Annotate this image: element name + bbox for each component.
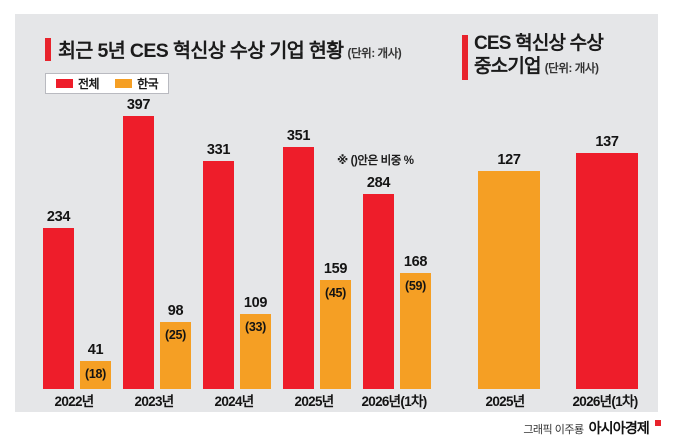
bar-fill bbox=[203, 161, 234, 389]
bar-2022년-전체: 234 bbox=[43, 209, 74, 389]
bar-2023년-한국: 98 (25) bbox=[160, 303, 191, 389]
bar-fill bbox=[160, 321, 191, 389]
category-label-2026년(1차): 2026년(1차) bbox=[361, 394, 427, 409]
legend-item-korea: 한국 bbox=[115, 75, 159, 92]
legend-label-korea: 한국 bbox=[137, 77, 159, 91]
legend-item-total: 전체 bbox=[56, 75, 100, 92]
graphic-credit: 그래픽 이주룡 bbox=[523, 424, 584, 436]
bar-share-label: (33) bbox=[244, 320, 267, 334]
bar-value-label: 284 bbox=[366, 174, 391, 191]
right-title-line1: CES 혁신상 수상 bbox=[474, 33, 604, 54]
bar-fill bbox=[43, 228, 74, 389]
legend-swatch-red-icon bbox=[56, 79, 73, 88]
bar-2022년-한국: 41 (18) bbox=[80, 342, 111, 389]
bar-fill bbox=[320, 279, 351, 389]
bar-share-label: (18) bbox=[84, 366, 107, 381]
bar-fill bbox=[576, 153, 638, 389]
bar-2024년-전체: 331 bbox=[203, 142, 234, 389]
bar-value-label: 98 bbox=[167, 302, 184, 319]
bar-value-label: 127 bbox=[497, 151, 521, 168]
bar-fill bbox=[363, 193, 394, 389]
bar-value-label: 234 bbox=[46, 209, 71, 225]
bar-share-label: (25) bbox=[164, 327, 187, 342]
left-chart-title: 최근 5년 CES 혁신상 수상 기업 현황 (단위: 개사) bbox=[58, 34, 402, 63]
bar-fill bbox=[283, 147, 314, 389]
bar-value-label: 168 bbox=[403, 254, 428, 271]
bar-2025년-전체: 351 bbox=[283, 128, 314, 389]
bar-2023년-전체: 397 bbox=[123, 97, 154, 389]
bar-fill bbox=[240, 314, 271, 389]
bar-value-label: 351 bbox=[286, 128, 311, 145]
category-label-2025년: 2025년 bbox=[294, 394, 335, 409]
bar-value-label: 109 bbox=[243, 295, 268, 311]
category-label-2024년: 2024년 bbox=[214, 394, 255, 409]
bar-2025년: 127 bbox=[478, 152, 540, 389]
brand-name: 아시아경제 bbox=[588, 420, 650, 436]
left-title-unit: (단위: 개사) bbox=[347, 48, 402, 60]
bar-value-label: 159 bbox=[323, 260, 348, 277]
bar-fill bbox=[478, 170, 540, 389]
right-chart-plot-area: 127 137 bbox=[455, 100, 655, 389]
bar-value-label: 397 bbox=[126, 96, 151, 113]
bar-value-label: 41 bbox=[87, 341, 104, 358]
category-label-2023년: 2023년 bbox=[134, 394, 175, 409]
bar-value-label: 137 bbox=[595, 134, 619, 151]
bar-share-label: (45) bbox=[324, 285, 347, 300]
right-title-accent-bar bbox=[462, 35, 468, 80]
chart-note: ※ ()안은 비중 % bbox=[337, 155, 414, 167]
left-chart-plot-area: 234 41 (18) 397 98 (25) 331 109 (33) 351 159 (45) 28… bbox=[34, 97, 434, 389]
right-chart-title: CES 혁신상 수상 중소기업 (단위: 개사) bbox=[474, 32, 654, 78]
bar-2026년(1차): 137 bbox=[576, 134, 638, 389]
left-title-text: 최근 5년 CES 혁신상 수상 기업 현황 bbox=[58, 40, 344, 62]
brand-mark-icon bbox=[655, 420, 661, 426]
bar-fill bbox=[80, 360, 111, 389]
bar-2025년-한국: 159 (45) bbox=[320, 261, 351, 389]
category-label-2025년: 2025년 bbox=[485, 394, 526, 409]
bar-2026년(1차)-한국: 168 (59) bbox=[400, 254, 431, 389]
right-title-unit: (단위: 개사) bbox=[544, 63, 599, 75]
right-chart-category-labels: 2025년 2026년(1차) bbox=[455, 390, 655, 410]
footer: 그래픽 이주룡 아시아경제 bbox=[523, 418, 661, 438]
category-label-2026년(1차): 2026년(1차) bbox=[572, 394, 638, 409]
category-label-2022년: 2022년 bbox=[54, 394, 95, 409]
bar-value-label: 331 bbox=[206, 142, 231, 159]
legend-swatch-orange-icon bbox=[115, 79, 133, 88]
left-chart-category-labels: 2022년 2023년 2024년 2025년 2026년(1차) bbox=[34, 390, 434, 410]
legend-label-total: 전체 bbox=[78, 77, 100, 91]
bar-fill bbox=[123, 115, 154, 389]
bar-2026년(1차)-전체: 284 bbox=[363, 175, 394, 389]
bar-fill bbox=[400, 273, 431, 389]
chart-legend: 전체 한국 bbox=[45, 73, 170, 94]
right-title-line2: 중소기업 bbox=[474, 56, 542, 77]
bar-2024년-한국: 109 (33) bbox=[240, 295, 271, 389]
left-title-accent-bar bbox=[45, 38, 51, 61]
bar-share-label: (59) bbox=[404, 279, 427, 294]
